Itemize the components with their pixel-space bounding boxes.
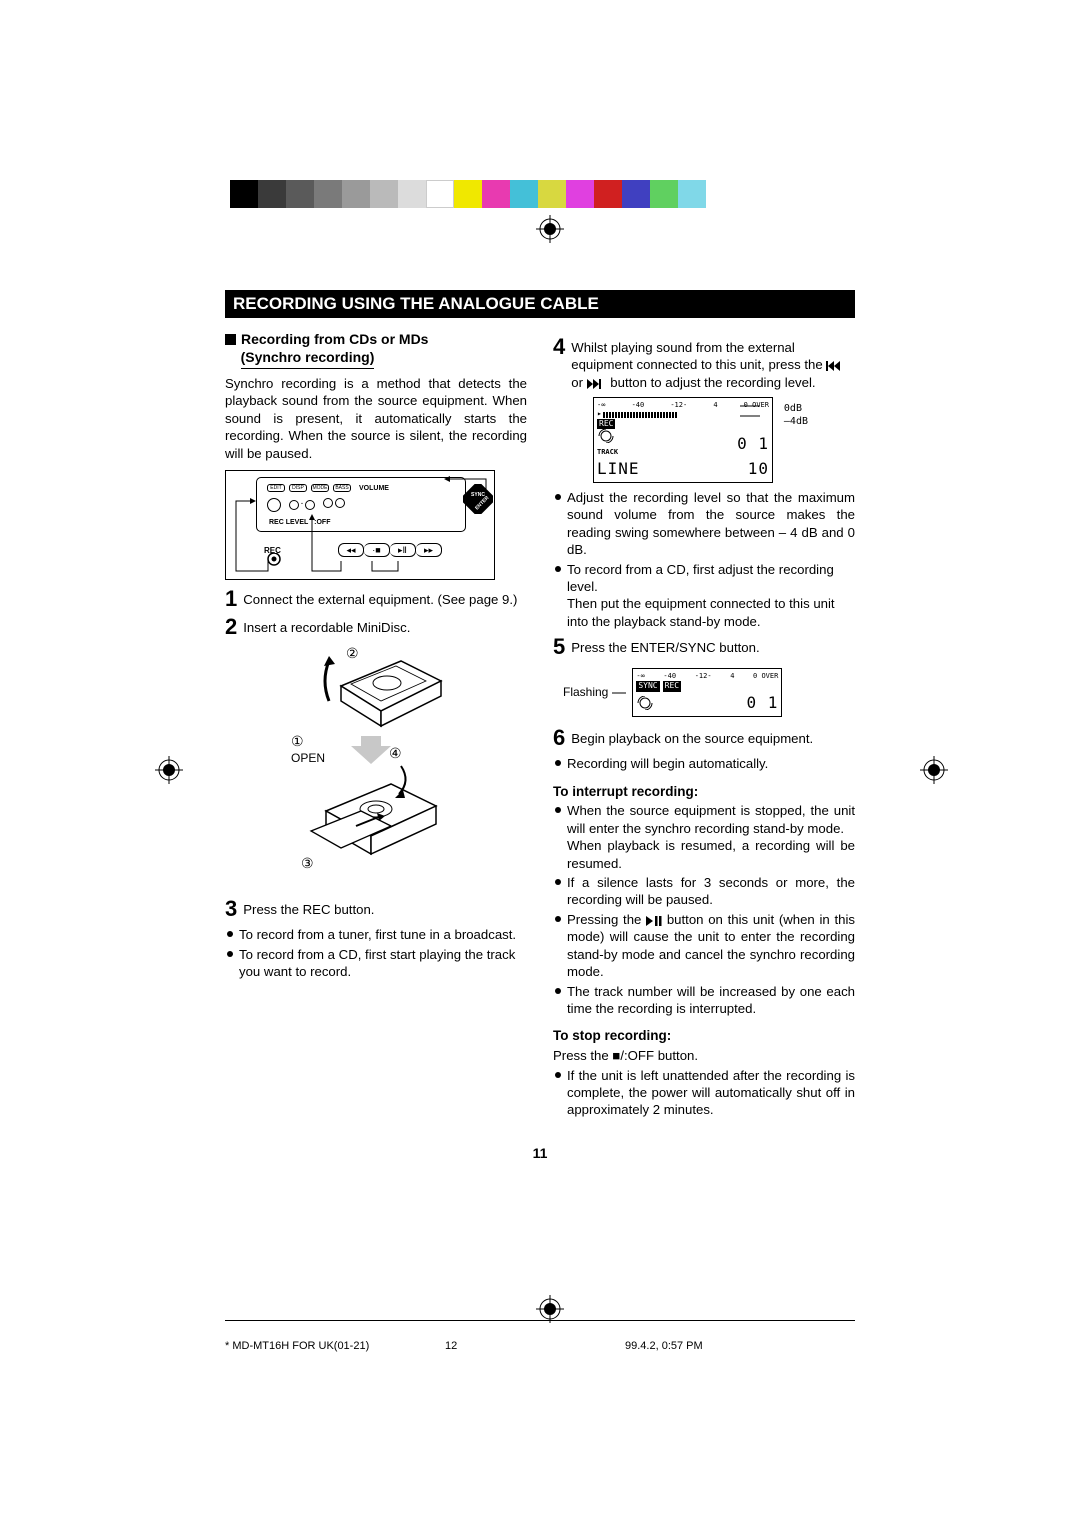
step-num-1: 1	[225, 588, 237, 610]
rewind-icon	[826, 361, 846, 371]
minidisc-illustration: ② ① OPEN ④	[291, 646, 461, 890]
step4-bullet-1: Adjust the recording level so that the m…	[567, 489, 855, 559]
stop-heading: To stop recording:	[553, 1027, 855, 1045]
print-color-bar	[230, 180, 706, 208]
page-number: 11	[225, 1145, 855, 1161]
flashing-label: Flashing	[563, 685, 608, 701]
step-5-text: Press the ENTER/SYNC button.	[571, 636, 855, 658]
registration-mark-icon	[155, 756, 183, 784]
disc-spin-icon	[636, 696, 654, 710]
subsection-title: Recording from CDs or MDs (Synchro recor…	[225, 330, 527, 369]
footer-left: * MD-MT16H FOR UK(01-21)	[225, 1340, 445, 1352]
step4-bullet-2: To record from a CD, first adjust the re…	[567, 561, 855, 631]
device-diagram: EDIT DISP MODE BASS VOLUME ·	[225, 470, 495, 580]
intro-paragraph: Synchro recording is a method that detec…	[225, 375, 527, 462]
registration-mark-icon	[536, 1295, 564, 1323]
step-num-3: 3	[225, 898, 237, 920]
step-6-text: Begin playback on the source equipment.	[571, 727, 855, 749]
step6-bullet: Recording will begin automatically.	[567, 755, 768, 772]
lcd-line: LINE	[597, 458, 640, 479]
disc-spin-icon	[597, 429, 615, 443]
circ-2: ②	[346, 646, 359, 661]
lcd-track-num: 0 1	[737, 433, 769, 454]
open-label: OPEN	[291, 751, 325, 765]
left-column: Recording from CDs or MDs (Synchro recor…	[225, 330, 527, 1125]
interrupt-b3: Pressing the button on this unit (when i…	[567, 911, 855, 981]
lcd-rec-badge: REC	[597, 419, 615, 430]
lcd2-rec: REC	[663, 681, 681, 692]
lcd-display-1: -∞-40-12-40 OVER ▸ REC TRACK 0 1 LINE 10	[593, 397, 773, 483]
step-num-6: 6	[553, 727, 565, 749]
step-3-text: Press the REC button.	[243, 898, 527, 920]
circ-4: ④	[389, 745, 402, 761]
footer-mid: 12	[445, 1340, 625, 1352]
step-num-5: 5	[553, 636, 565, 658]
lcd2-sync: SYNC	[636, 681, 659, 692]
step-1-text: Connect the external equipment. (See pag…	[243, 588, 527, 610]
lcd-0db-label: 0dB	[784, 402, 808, 415]
sub-title-2: (Synchro recording)	[241, 348, 375, 368]
step3-bullet-2: To record from a CD, first start playing…	[239, 946, 527, 981]
step3-bullet-1: To record from a tuner, first tune in a …	[239, 926, 516, 943]
lcd-pointer-lines	[740, 404, 776, 428]
diagram-arrows	[226, 471, 496, 581]
lcd-display-2: -∞-40-12-40 OVER SYNC REC 0 1	[632, 668, 782, 717]
flashing-arrow-icon	[612, 689, 628, 697]
footer-right: 99.4.2, 0:57 PM	[625, 1340, 855, 1352]
page-content: RECORDING USING THE ANALOGUE CABLE Recor…	[225, 290, 855, 1161]
circ-1: ①	[291, 733, 304, 749]
interrupt-b4: The track number will be increased by on…	[567, 983, 855, 1018]
lcd-val: 10	[748, 458, 769, 479]
section-title: RECORDING USING THE ANALOGUE CABLE	[225, 290, 855, 318]
step-2-text: Insert a recordable MiniDisc.	[243, 616, 527, 638]
interrupt-heading: To interrupt recording:	[553, 783, 855, 801]
lcd-track-label: TRACK	[597, 448, 618, 457]
footer: * MD-MT16H FOR UK(01-21) 12 99.4.2, 0:57…	[225, 1340, 855, 1352]
stop-line: Press the ■/:OFF button.	[553, 1047, 855, 1064]
registration-mark-icon	[536, 215, 564, 243]
step-4-text: Whilst playing sound from the external e…	[571, 336, 855, 391]
lcd2-num: 0 1	[746, 692, 778, 713]
interrupt-b1: When the source equipment is stopped, th…	[567, 802, 855, 872]
sub-title-1: Recording from CDs or MDs	[241, 331, 428, 347]
interrupt-b2: If a silence lasts for 3 seconds or more…	[567, 874, 855, 909]
play-pause-icon	[646, 916, 662, 926]
step-num-2: 2	[225, 616, 237, 638]
step-num-4: 4	[553, 336, 565, 391]
circ-3: ③	[301, 855, 314, 871]
footer-rule	[225, 1320, 855, 1321]
lcd-4db-label: –4dB	[784, 415, 808, 428]
forward-icon	[587, 379, 607, 389]
right-column: 4 Whilst playing sound from the external…	[553, 330, 855, 1125]
registration-mark-icon	[920, 756, 948, 784]
stop-bullet: If the unit is left unattended after the…	[567, 1067, 855, 1119]
